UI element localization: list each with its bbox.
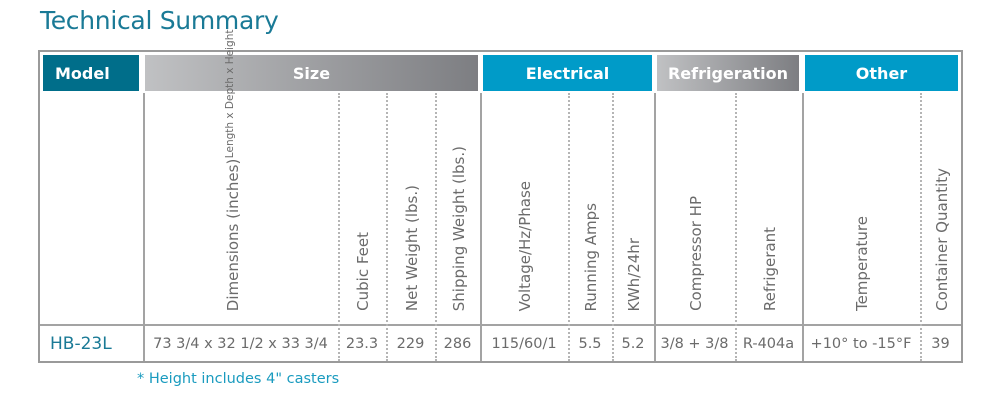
column-header: Cubic Feet: [354, 232, 372, 311]
data-cell: 73 3/4 x 32 1/2 x 33 3/4: [153, 335, 328, 352]
data-cell: +10° to -15°F: [810, 335, 912, 352]
column-divider: [654, 93, 656, 361]
column-header-label: Voltage/Hz/Phase: [516, 180, 534, 311]
column-divider: [568, 93, 570, 361]
group-header-electrical: Electrical: [483, 55, 652, 91]
column-header-label: Temperature: [853, 215, 871, 311]
column-divider: [338, 93, 340, 361]
footnote: * Height includes 4" casters: [137, 371, 340, 387]
column-divider: [480, 93, 482, 361]
column-header: Refrigerant: [761, 227, 779, 311]
column-header: Container Quantity: [933, 168, 951, 311]
column-header-label: Running Amps: [582, 202, 600, 311]
group-header-model: Model: [43, 55, 139, 91]
column-header-label: Compressor HP: [686, 196, 705, 311]
group-header-size: Size: [145, 55, 478, 91]
data-cell: 5.5: [578, 335, 602, 352]
data-cell: R-404a: [742, 335, 795, 352]
data-cell: 3/8 + 3/8: [660, 335, 729, 352]
group-header-other: Other: [805, 55, 958, 91]
page-title: Technical Summary: [40, 6, 279, 35]
column-divider: [735, 93, 737, 361]
column-header: Voltage/Hz/Phase: [516, 181, 534, 311]
column-header: KWh/24hr: [625, 238, 643, 311]
column-divider: [920, 93, 922, 361]
column-header-label: Cubic Feet: [354, 232, 372, 311]
data-cell: 229: [396, 335, 425, 352]
data-cell: 115/60/1: [491, 335, 557, 352]
column-divider: [802, 93, 804, 361]
column-divider: [386, 93, 388, 361]
model-cell: HB-23L: [50, 333, 112, 354]
data-cell: 23.3: [345, 335, 379, 352]
data-cell: 5.2: [621, 335, 645, 352]
technical-summary-table: Model Size Electrical Refrigeration Othe…: [38, 30, 963, 363]
column-header: Shipping Weight (lbs.): [450, 146, 468, 311]
column-header-label: KWh/24hr: [625, 237, 643, 311]
column-header: Temperature: [853, 216, 871, 311]
column-divider: [612, 93, 614, 361]
group-header-refrigeration: Refrigeration: [657, 55, 799, 91]
data-cell: 39: [931, 335, 950, 352]
column-divider: [143, 93, 145, 361]
column-header: Running Amps: [582, 203, 600, 311]
row-divider: [40, 324, 961, 326]
column-header-label: Net Weight (lbs.): [402, 184, 421, 311]
column-header-sublabel: Length x Depth x Height: [223, 29, 236, 159]
column-header-label: Dimensions (inches): [223, 158, 242, 312]
data-cell: 286: [443, 335, 472, 352]
column-header-label: Shipping Weight (lbs.): [449, 145, 468, 311]
column-header-label: Refrigerant: [760, 226, 779, 311]
column-header-label: Container Quantity: [932, 168, 951, 311]
column-header: Dimensions (inches) Length x Depth x Heig…: [224, 30, 242, 311]
column-header: Compressor HP: [687, 196, 705, 311]
column-divider: [435, 93, 437, 361]
column-header: Net Weight (lbs.): [403, 185, 421, 311]
